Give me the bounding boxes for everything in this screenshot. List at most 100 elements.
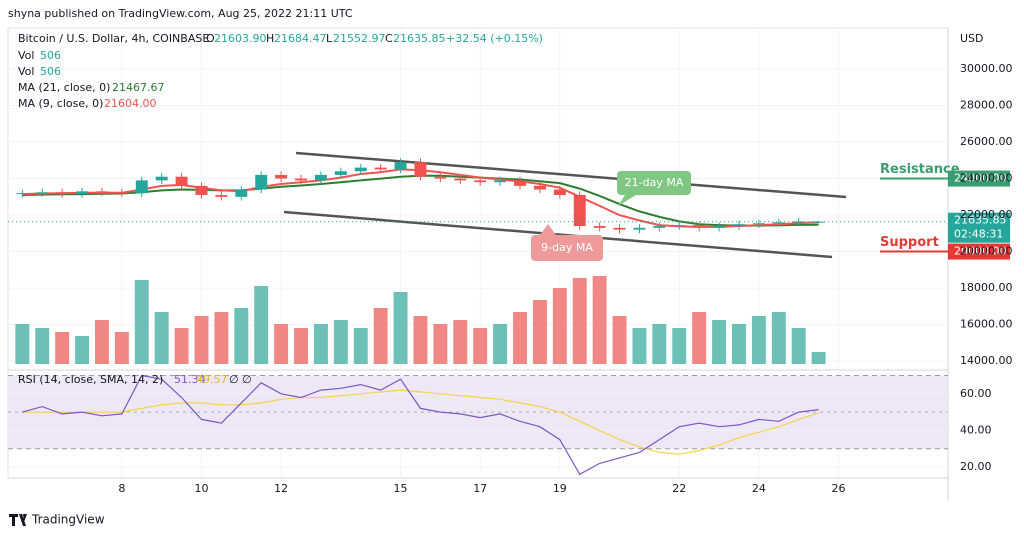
rsi-sma-value: 49.57	[196, 373, 228, 386]
volume-bar	[114, 332, 129, 364]
level-price-box	[948, 170, 1010, 187]
y-tick-label: 24000.00	[960, 172, 1013, 185]
rsi-sma-line	[22, 389, 819, 455]
grid-layer	[8, 28, 948, 478]
ohlc-key: O	[206, 32, 215, 45]
ohlc-key: C	[385, 32, 393, 45]
candle-body	[573, 194, 586, 227]
candle-body	[514, 180, 526, 186]
candle-body	[633, 227, 646, 230]
volume-bar	[552, 288, 567, 364]
price-layer	[16, 158, 825, 476]
symbol-title: Bitcoin / U.S. Dollar, 4h, COINBASE	[18, 32, 209, 45]
candle-body	[434, 176, 447, 179]
candle-body	[792, 221, 805, 223]
volume-bar	[35, 328, 50, 364]
volume-bar	[632, 328, 647, 364]
annotation: 9-day MA	[531, 224, 603, 261]
y-tick-label: 40.00	[960, 423, 992, 436]
legend-entry: MA (9, close, 0)	[18, 97, 103, 110]
volume-bar	[712, 320, 727, 364]
candle-body	[713, 226, 726, 228]
candle-body	[673, 225, 686, 227]
ohlc-key: L	[326, 32, 333, 45]
volume-legend-value: 506	[40, 49, 61, 62]
x-tick-label: 26	[832, 482, 846, 495]
candle-body	[135, 180, 148, 194]
volume-bar	[274, 324, 289, 364]
candle-body	[16, 193, 29, 195]
publisher: shyna published on TradingView.com, Aug …	[8, 7, 353, 20]
legend-value: 21604.00	[104, 97, 157, 110]
annotation-box	[531, 235, 603, 261]
volume-bar	[473, 328, 488, 364]
volume-bar	[194, 316, 209, 364]
x-tick-label: 17	[473, 482, 487, 495]
volume-bar	[652, 324, 667, 364]
volume-bar	[791, 328, 806, 364]
candle-body	[354, 167, 367, 172]
volume-bar	[234, 308, 249, 364]
volume-bar	[373, 308, 388, 364]
volume-bar	[154, 312, 169, 364]
level-name: Support	[880, 235, 939, 250]
volume-bar	[313, 324, 328, 364]
level-name: Resistance	[880, 162, 960, 177]
candle-body	[195, 185, 208, 195]
legend-value: 21467.67	[112, 81, 165, 94]
x-tick-label: 8	[118, 482, 125, 495]
candle-body	[553, 189, 566, 195]
candle-body	[235, 189, 248, 197]
brand-name: TradingView	[31, 513, 105, 527]
level-price-label: 20000.00	[954, 245, 1007, 258]
ohlc-value: 21603.90	[214, 32, 267, 45]
x-tick-label: 24	[752, 482, 766, 495]
candle-body	[115, 192, 128, 194]
volume-bar	[572, 278, 587, 364]
candle-body	[454, 178, 467, 181]
y-tick-label: 16000.00	[960, 318, 1013, 331]
x-tick-label: 22	[672, 482, 686, 495]
volume-bar	[672, 328, 687, 364]
rsi-extra: ∅ ∅	[229, 373, 252, 386]
volume-bar	[592, 276, 607, 364]
volume-bar	[214, 312, 229, 364]
x-tick-label: 15	[394, 482, 408, 495]
volume-bar	[692, 312, 707, 364]
x-tick-label: 12	[274, 482, 288, 495]
volume-bar	[751, 316, 766, 364]
volume-layer	[15, 276, 826, 364]
candle-body	[76, 191, 89, 195]
volume-bar	[353, 328, 368, 364]
currency: USD	[960, 32, 984, 45]
volume-bar	[433, 324, 448, 364]
brand-logo: TradingView	[9, 513, 105, 527]
annotation-pointer	[618, 195, 636, 206]
candle-body	[155, 176, 168, 181]
volume-bar	[134, 280, 149, 364]
candle-body	[752, 223, 765, 225]
ohlc-value: 21684.47	[274, 32, 327, 45]
candle-body	[394, 162, 407, 170]
volume-bar	[254, 286, 269, 364]
candle-body	[295, 178, 308, 181]
y-tick-label: 30000.00	[960, 62, 1013, 75]
x-tick-label: 10	[194, 482, 208, 495]
candle-body	[275, 174, 288, 179]
candle-body	[593, 226, 606, 228]
volume-bar	[453, 320, 468, 364]
legend-entry: MA (21, close, 0)	[18, 81, 110, 94]
candle-body	[56, 192, 69, 195]
candle-body	[474, 180, 487, 183]
annotation-text: 21-day MA	[625, 176, 684, 189]
volume-bar	[732, 324, 746, 364]
volume-bar	[493, 324, 508, 364]
candle-body	[36, 192, 49, 194]
y-tick-label: 20.00	[960, 460, 992, 473]
y-tick-label: 14000.00	[960, 354, 1013, 367]
volume-bar	[513, 312, 527, 364]
volume-bar	[532, 300, 547, 364]
candle-body	[772, 222, 785, 224]
